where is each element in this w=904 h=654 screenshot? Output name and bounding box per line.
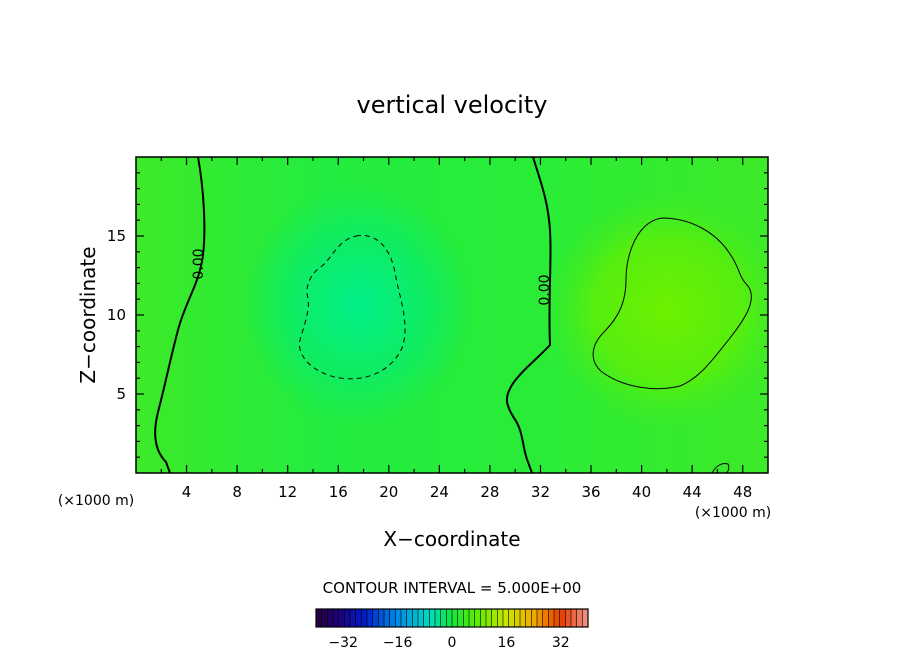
colorbar-tick-label: −32 (328, 635, 358, 651)
y-tick-label: 15 (107, 227, 126, 245)
colorbar-cell (554, 609, 561, 627)
x-tick-label: 32 (531, 483, 550, 501)
colorbar-cell (576, 609, 583, 627)
colorbar-cell (480, 609, 487, 627)
colorbar-cell (486, 609, 493, 627)
colorbar-cell (389, 609, 396, 627)
colorbar-cell (440, 609, 447, 627)
contour-label-right: 0.00 (537, 274, 553, 305)
colorbar-cell (435, 609, 442, 627)
x-tick-label: 48 (733, 483, 752, 501)
x-tick-label: 16 (329, 483, 348, 501)
colorbar-cell (406, 609, 413, 627)
y-tick-label: 5 (116, 385, 126, 403)
x-tick-label: 36 (581, 483, 600, 501)
colorbar-tick-label: 0 (448, 635, 457, 651)
colorbar-cell (423, 609, 430, 627)
colorbar-cell (333, 609, 340, 627)
contour-lines (154, 157, 752, 473)
x-tick-label: 12 (278, 483, 297, 501)
colorbar-cell (565, 609, 572, 627)
positive-contour (592, 217, 752, 390)
colorbar-tick-label: 32 (552, 635, 570, 651)
colorbar-tick-label: 16 (497, 635, 515, 651)
x-tick-label: 4 (182, 483, 192, 501)
contour-label-left: 0.00 (191, 248, 207, 279)
colorbar-cell (525, 609, 532, 627)
colorbar (315, 608, 589, 628)
colorbar-cell (582, 609, 589, 627)
colorbar-cell (418, 609, 425, 627)
colorbar-cell (384, 609, 391, 627)
colorbar-cell (361, 609, 368, 627)
x-tick-label: 40 (632, 483, 651, 501)
colorbar-cell (355, 609, 362, 627)
colorbar-cell (446, 609, 453, 627)
y-axis: 5 10 15 (107, 172, 768, 458)
colorbar-cell (469, 609, 476, 627)
x-axis-title: X−coordinate (383, 527, 520, 551)
colorbar-ticks: −32 −16 0 16 32 (328, 635, 569, 651)
colorbar-cell (412, 609, 419, 627)
colorbar-cell (571, 609, 578, 627)
colorbar-cell (327, 609, 334, 627)
colorbar-cell (542, 609, 549, 627)
colorbar-cell (378, 609, 385, 627)
colorbar-cell (520, 609, 527, 627)
colorbar-cell (537, 609, 544, 627)
colorbar-cell (452, 609, 459, 627)
colorbar-cell (463, 609, 470, 627)
zero-contour-left (154, 157, 206, 473)
colorbar-cell (316, 609, 323, 627)
colorbar-cell (531, 609, 538, 627)
colorbar-cell (508, 609, 515, 627)
x-tick-label: 24 (430, 483, 449, 501)
x-tick-label: 28 (480, 483, 499, 501)
chart-title: vertical velocity (357, 91, 548, 119)
x-unit-right: (×1000 m) (695, 505, 771, 521)
contour-field (136, 157, 768, 473)
colorbar-cell (350, 609, 357, 627)
y-axis-title: Z−coordinate (76, 246, 100, 383)
colorbar-cell (372, 609, 379, 627)
colorbar-cell (514, 609, 521, 627)
colorbar-cell (457, 609, 464, 627)
colorbar-cell (429, 609, 436, 627)
colorbar-cell (367, 609, 374, 627)
colorbar-cell (395, 609, 402, 627)
x-axis: 4 8 12 16 20 24 28 32 36 40 44 48 (160, 157, 752, 501)
colorbar-cell (338, 609, 345, 627)
contour-interval-label: CONTOUR INTERVAL = 5.000E+00 (323, 579, 582, 597)
colorbar-tick-label: −16 (383, 635, 413, 651)
zero-contour-right (506, 157, 552, 473)
colorbar-cell (321, 609, 328, 627)
x-tick-label: 20 (379, 483, 398, 501)
updraft-shading (543, 190, 768, 430)
colorbar-cell (559, 609, 566, 627)
x-tick-label: 8 (232, 483, 242, 501)
colorbar-cell (548, 609, 555, 627)
y-tick-label: 10 (107, 306, 126, 324)
colorbar-frame (315, 608, 589, 628)
colorbar-cell (491, 609, 498, 627)
colorbar-cell (344, 609, 351, 627)
x-tick-label: 44 (683, 483, 702, 501)
colorbar-cell (474, 609, 481, 627)
small-contour (711, 463, 730, 473)
colorbar-cell (503, 609, 510, 627)
x-unit-left: (×1000 m) (58, 493, 134, 509)
colorbar-cell (497, 609, 504, 627)
negative-contour (298, 234, 406, 380)
downdraft-shading (243, 185, 473, 425)
colorbar-cell (401, 609, 408, 627)
